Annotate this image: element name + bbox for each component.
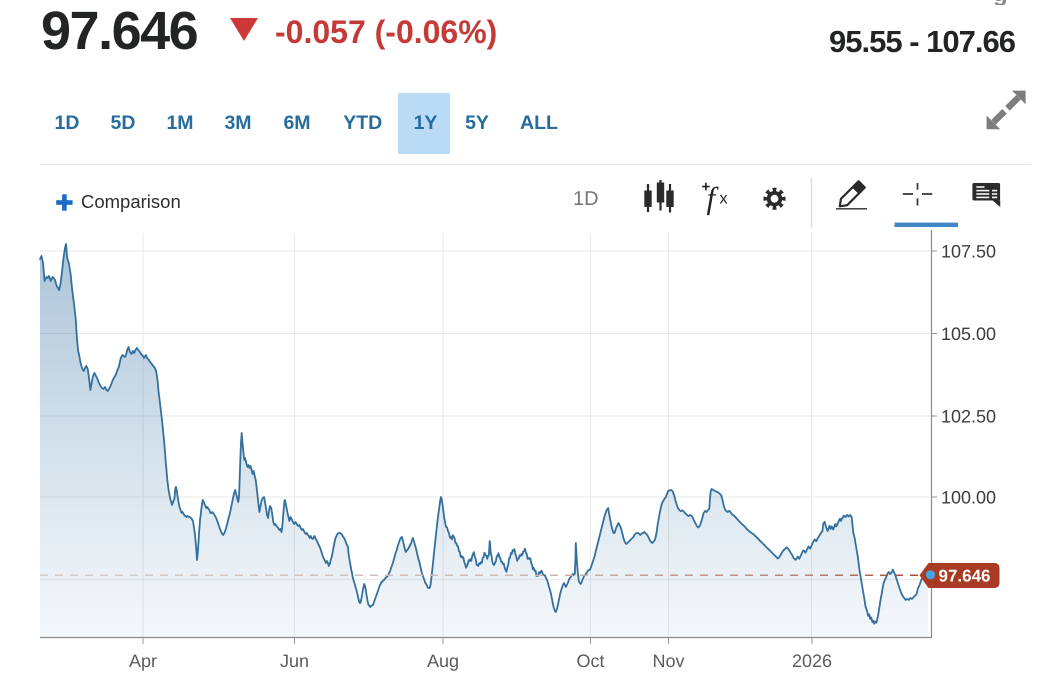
svg-text:Oct: Oct (576, 651, 604, 671)
svg-text:2026: 2026 (792, 651, 832, 671)
svg-text:Jun: Jun (280, 651, 309, 671)
svg-text:f: f (707, 181, 720, 216)
svg-text:Apr: Apr (129, 651, 157, 671)
svg-text:+: + (702, 179, 711, 196)
svg-text:x: x (720, 191, 728, 208)
svg-text:Aug: Aug (427, 651, 459, 671)
svg-text:105.00: 105.00 (941, 324, 996, 344)
svg-text:100.00: 100.00 (941, 487, 996, 507)
svg-text:97.646: 97.646 (939, 567, 991, 586)
svg-text:107.50: 107.50 (941, 241, 996, 261)
svg-text:Nov: Nov (652, 651, 684, 671)
svg-text:1D: 1D (573, 188, 599, 210)
svg-text:102.50: 102.50 (941, 406, 996, 426)
